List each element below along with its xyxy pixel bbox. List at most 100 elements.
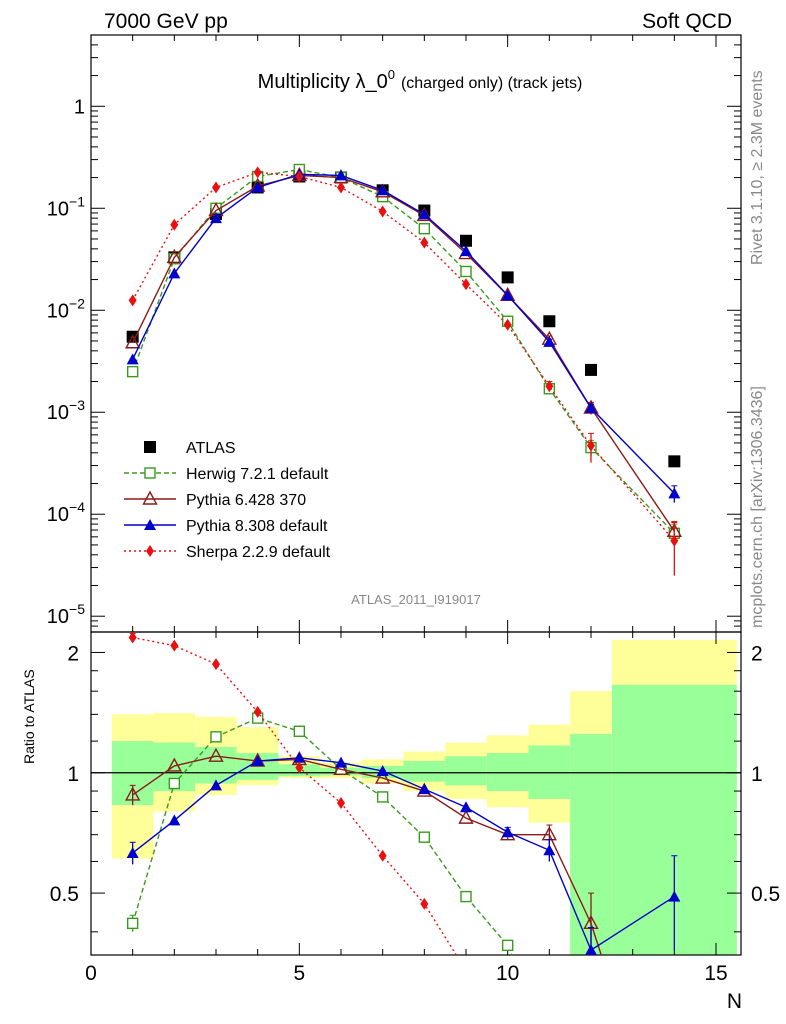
x-axis-label: N bbox=[727, 990, 742, 1013]
ratio-point bbox=[460, 801, 472, 813]
legend: ATLAS Herwig 7.2.1 default Pythia 6.428 37… bbox=[124, 440, 331, 561]
ratio-point bbox=[208, 747, 224, 762]
y-tick-label: 10−5 bbox=[47, 601, 85, 628]
ratio-point bbox=[335, 756, 347, 768]
ratio-ylabel: Ratio to ATLAS bbox=[21, 669, 37, 764]
legend-label: Pythia 8.308 default bbox=[186, 518, 328, 535]
y-tick-label-right: 0.5 bbox=[751, 883, 780, 906]
ratio-point bbox=[253, 705, 262, 718]
legend-marker bbox=[144, 467, 156, 479]
main-point bbox=[128, 294, 137, 307]
main-point bbox=[295, 170, 304, 183]
ratio-point bbox=[293, 725, 306, 737]
main-point bbox=[668, 487, 681, 499]
y-tick-label: 1 bbox=[67, 763, 79, 786]
main-point bbox=[251, 181, 264, 193]
main-point bbox=[168, 267, 181, 279]
main-point bbox=[210, 212, 222, 224]
ratio-point bbox=[126, 917, 139, 930]
ratio-series-layer bbox=[124, 632, 681, 955]
y-tick-label: 10−2 bbox=[47, 295, 85, 322]
legend-entry-3: Pythia 8.308 default bbox=[124, 518, 328, 535]
main-point bbox=[543, 315, 556, 328]
ratio-point bbox=[126, 846, 139, 858]
ratio-point bbox=[458, 809, 474, 824]
title-rest: (charged only) (track jets) bbox=[401, 75, 582, 92]
y-tick-label: 10−4 bbox=[47, 499, 85, 526]
main-title: Multiplicity λ_00 (charged only) (track j… bbox=[258, 67, 583, 93]
legend-marker bbox=[144, 441, 156, 453]
ratio-point bbox=[585, 944, 597, 955]
x-tick-label: 15 bbox=[704, 962, 727, 985]
legend-label: Herwig 7.2.1 default bbox=[186, 466, 329, 483]
title-main: Multiplicity λ_0 bbox=[258, 71, 388, 93]
ratio-point bbox=[210, 731, 222, 743]
ratio-point bbox=[166, 757, 183, 772]
main-point bbox=[420, 236, 429, 249]
ratio-point bbox=[543, 844, 556, 856]
ratio-point bbox=[418, 783, 431, 795]
y-tick-label-right: 2 bbox=[751, 642, 763, 665]
legend-label: Pythia 6.428 370 bbox=[186, 492, 306, 509]
ratio-point bbox=[337, 797, 345, 810]
ratio-series-3 bbox=[128, 632, 458, 955]
ratio-point bbox=[418, 831, 431, 843]
main-point bbox=[585, 402, 597, 414]
main-series-2 bbox=[124, 166, 683, 543]
main-point bbox=[376, 184, 389, 196]
y-tick-label: 0.5 bbox=[50, 883, 79, 906]
main-point bbox=[501, 271, 514, 284]
legend-entry-0: ATLAS bbox=[144, 440, 236, 457]
mcplots-label: mcplots.cern.ch [arXiv:1306.3436] bbox=[749, 386, 766, 628]
band-green-8 bbox=[445, 756, 487, 786]
y-tick-label-right: 1 bbox=[751, 763, 763, 786]
y-tick-label: 10−1 bbox=[47, 193, 85, 220]
ratio-point bbox=[251, 755, 264, 767]
ratio-series-1 bbox=[124, 747, 602, 955]
main-axes: 10−5 10−4 10−3 10−2 10−1 1 bbox=[47, 34, 742, 633]
x-tick-label: 5 bbox=[293, 962, 305, 985]
main-series-3 bbox=[126, 168, 681, 503]
main-point bbox=[126, 353, 139, 365]
main-point bbox=[378, 205, 387, 218]
main-point bbox=[337, 181, 345, 194]
ratio-point bbox=[293, 751, 306, 763]
main-point bbox=[126, 365, 139, 378]
ratio-frame bbox=[90, 631, 742, 956]
legend-marker bbox=[142, 490, 158, 505]
legend-entry-4: Sherpa 2.2.9 default bbox=[124, 544, 331, 561]
y-tick-label: 10−3 bbox=[47, 397, 85, 424]
title-sup: 0 bbox=[388, 67, 395, 82]
legend-marker bbox=[144, 519, 156, 530]
ratio-point bbox=[295, 761, 304, 774]
main-point bbox=[545, 380, 554, 393]
ratio-point bbox=[376, 765, 389, 777]
ratio-series-2 bbox=[126, 751, 681, 955]
main-point bbox=[501, 289, 514, 301]
main-point bbox=[585, 363, 597, 376]
main-point bbox=[460, 265, 472, 278]
y-tick-label: 1 bbox=[74, 96, 85, 118]
main-point bbox=[253, 166, 262, 179]
main-point bbox=[212, 181, 220, 194]
band-green-7 bbox=[403, 761, 446, 782]
rivet-label: Rivet 3.1.10, ≥ 2.3M events bbox=[749, 70, 766, 265]
band-green-9 bbox=[486, 753, 529, 792]
main-line-4 bbox=[132, 171, 675, 542]
x-tick-label: 0 bbox=[85, 962, 97, 985]
ratio-point bbox=[210, 779, 222, 791]
ratio-point bbox=[501, 826, 514, 838]
ratio-point bbox=[378, 849, 387, 862]
legend-entry-1: Herwig 7.2.1 default bbox=[124, 466, 329, 483]
main-series-1 bbox=[126, 163, 681, 545]
main-point bbox=[418, 223, 431, 235]
legend-label: ATLAS bbox=[186, 440, 236, 457]
main-point bbox=[462, 278, 470, 291]
ratio-point bbox=[128, 632, 137, 644]
ratio-point bbox=[168, 814, 181, 826]
ratio-point bbox=[420, 897, 429, 910]
main-point bbox=[670, 534, 679, 547]
main-point bbox=[166, 248, 183, 264]
